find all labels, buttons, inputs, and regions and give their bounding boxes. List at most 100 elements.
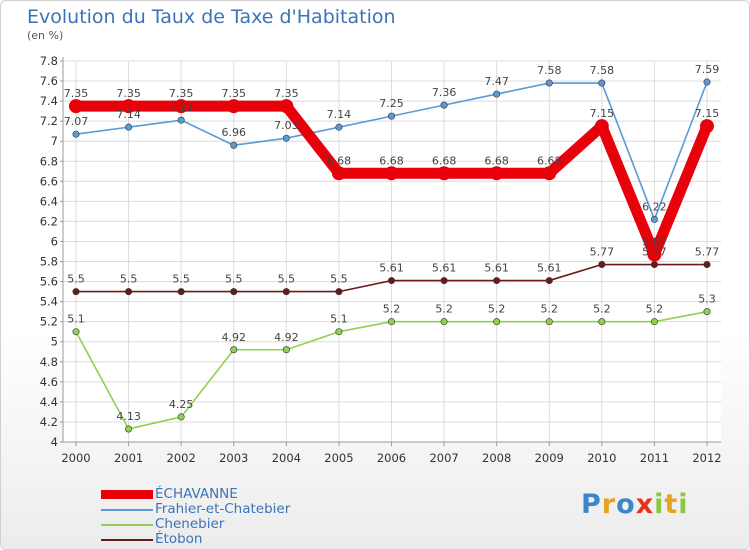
data-point	[387, 318, 395, 326]
data-point	[177, 413, 185, 421]
logo-letter: x	[635, 489, 655, 520]
data-point	[437, 166, 452, 181]
data-label: 5.77	[695, 246, 720, 259]
data-label: 5.77	[642, 246, 667, 259]
logo-letter: r	[601, 489, 617, 520]
data-label: 5.2	[541, 303, 559, 316]
data-label: 4.13	[116, 410, 141, 423]
y-tick-label: 7.4	[40, 94, 58, 108]
data-point	[493, 277, 501, 285]
data-label: 7.35	[64, 87, 89, 100]
y-tick-label: 5.8	[40, 255, 58, 269]
data-label: 5.2	[593, 303, 611, 316]
x-tick-label: 2003	[219, 451, 248, 465]
data-label: 7.58	[537, 64, 562, 77]
data-point	[72, 130, 80, 138]
data-point	[282, 346, 290, 354]
data-label: 5.61	[484, 262, 509, 275]
data-label: 7.59	[695, 63, 720, 76]
data-point	[72, 328, 80, 336]
data-point	[125, 123, 133, 131]
data-point	[493, 318, 501, 326]
data-point	[72, 288, 80, 296]
logo-letter: t	[664, 489, 679, 520]
data-point	[650, 261, 658, 269]
data-label: 7.21	[169, 101, 194, 114]
data-label: 7.58	[590, 64, 615, 77]
data-label: 7.35	[116, 87, 141, 100]
data-label: 7.15	[590, 107, 615, 120]
legend-item: Chenebier	[101, 517, 421, 532]
data-label: 7.36	[432, 86, 457, 99]
y-tick-label: 6.6	[40, 174, 58, 188]
data-point	[594, 119, 609, 134]
data-point	[335, 288, 343, 296]
y-tick-label: 6.4	[40, 194, 58, 208]
y-tick-label: 4.6	[40, 375, 58, 389]
y-tick-label: 4.8	[40, 355, 58, 369]
data-label: 5.5	[330, 273, 348, 286]
data-label: 5.1	[67, 313, 85, 326]
y-tick-label: 4.4	[40, 395, 58, 409]
data-point	[703, 261, 711, 269]
legend-item: Frahier-et-Chatebier	[101, 502, 421, 517]
data-point	[125, 288, 133, 296]
data-point	[282, 134, 290, 142]
legend-label: Frahier-et-Chatebier	[155, 501, 291, 517]
logo-letter: i	[678, 489, 689, 520]
data-point	[598, 318, 606, 326]
data-point	[440, 318, 448, 326]
data-point	[545, 318, 553, 326]
data-label: 7.14	[327, 108, 352, 121]
data-label: 7.15	[695, 107, 720, 120]
y-tick-label: 6	[51, 234, 58, 248]
logo-letter: i	[654, 489, 665, 520]
data-point	[230, 346, 238, 354]
x-tick-label: 2010	[587, 451, 616, 465]
legend-swatch	[101, 539, 153, 541]
data-label: 6.68	[537, 154, 562, 167]
x-tick-label: 2012	[692, 451, 721, 465]
data-label: 5.77	[590, 246, 615, 259]
data-label: 7.25	[379, 97, 404, 110]
data-label: 6.68	[432, 154, 457, 167]
y-tick-label: 7.8	[40, 54, 58, 68]
data-point	[335, 123, 343, 131]
legend-swatch	[101, 524, 153, 526]
data-label: 6.96	[222, 126, 247, 139]
data-point	[282, 288, 290, 296]
data-point	[440, 101, 448, 109]
data-point	[387, 112, 395, 120]
data-label: 5.1	[330, 313, 348, 326]
y-tick-label: 6.2	[40, 214, 58, 228]
legend-swatch	[101, 490, 153, 499]
chart-subtitle: (en %)	[27, 29, 64, 42]
data-point	[440, 277, 448, 285]
data-label: 6.22	[642, 200, 667, 213]
data-point	[279, 99, 294, 114]
data-point	[174, 99, 189, 114]
data-label: 7.35	[222, 87, 247, 100]
data-label: 6.68	[327, 154, 352, 167]
data-point	[598, 79, 606, 87]
legend-item: ÉCHAVANNE	[101, 487, 421, 502]
y-tick-label: 6.8	[40, 154, 58, 168]
data-point	[650, 318, 658, 326]
chart-title: Evolution du Taux de Taxe d'Habitation	[27, 6, 396, 28]
x-tick-label: 2007	[429, 451, 458, 465]
data-point	[545, 277, 553, 285]
data-point	[121, 99, 136, 114]
x-tick-label: 2008	[482, 451, 511, 465]
data-label: 4.92	[274, 331, 299, 344]
data-point	[700, 119, 714, 134]
data-point	[125, 425, 133, 433]
legend-label: Étobon	[155, 531, 203, 547]
data-label: 5.2	[435, 303, 453, 316]
data-label: 5.5	[67, 273, 85, 286]
logo-letter: P	[581, 489, 602, 520]
data-label: 5.87	[642, 236, 667, 249]
data-label: 5.61	[432, 262, 457, 275]
y-tick-label: 7.6	[40, 74, 58, 88]
x-tick-label: 2011	[640, 451, 669, 465]
